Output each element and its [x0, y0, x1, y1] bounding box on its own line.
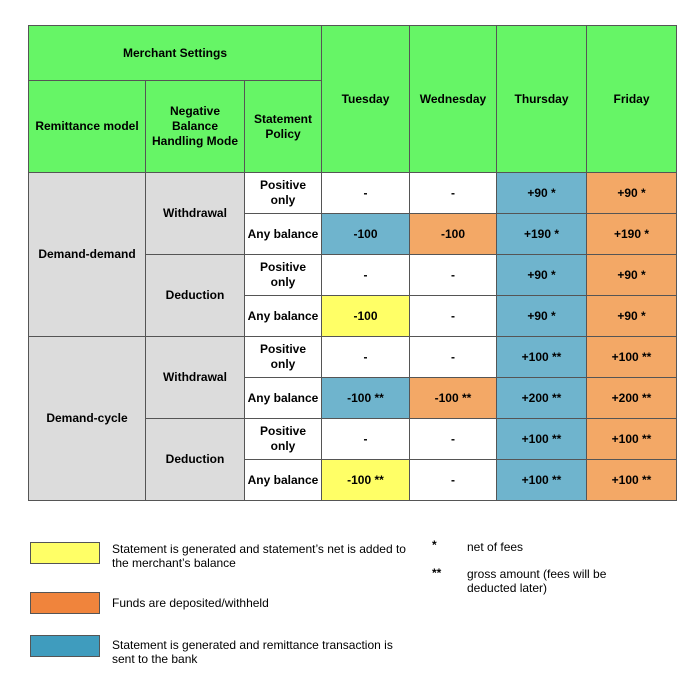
policy-cell: Any balance: [244, 213, 322, 255]
statement-policy-header: Statement Policy: [244, 80, 322, 173]
day-header-friday: Friday: [586, 25, 677, 173]
value-cell: +90 *: [586, 295, 677, 337]
policy-cell: Any balance: [244, 295, 322, 337]
value-cell: -: [409, 172, 497, 214]
remittance-model-cell: Demand-cycle: [28, 336, 146, 501]
policy-cell: Any balance: [244, 377, 322, 419]
value-cell: -100 **: [321, 459, 410, 501]
day-header-thursday: Thursday: [496, 25, 587, 173]
merchant-settings-table: Merchant Settings Tuesday Wednesday Thur…: [28, 25, 677, 501]
value-cell: -100: [321, 295, 410, 337]
value-cell: +100 **: [496, 418, 587, 460]
mode-cell: Deduction: [145, 254, 245, 337]
value-cell: -: [409, 254, 497, 296]
note-text: gross amount (fees will be deducted late…: [467, 567, 607, 595]
mode-cell: Deduction: [145, 418, 245, 501]
value-cell: -100: [409, 213, 497, 255]
note-text: net of fees: [467, 540, 524, 554]
merchant-settings-header: Merchant Settings: [28, 25, 322, 81]
value-cell: -: [321, 336, 410, 378]
value-cell: +100 **: [496, 459, 587, 501]
value-cell: +90 *: [496, 172, 587, 214]
legend-text: Statement is generated and remittance tr…: [112, 638, 393, 666]
value-cell: -: [321, 418, 410, 460]
value-cell: -: [409, 459, 497, 501]
note-mark: **: [432, 566, 442, 580]
legend-item-yellow: Statement is generated and statement’s n…: [30, 542, 406, 570]
value-cell: +190 *: [586, 213, 677, 255]
value-cell: +200 **: [496, 377, 587, 419]
value-cell: +200 **: [586, 377, 677, 419]
legend-text: Statement is generated and statement’s n…: [112, 542, 406, 570]
remittance-model-header: Remittance model: [28, 80, 146, 173]
mode-cell: Withdrawal: [145, 336, 245, 419]
value-cell: -: [321, 172, 410, 214]
policy-cell: Positive only: [244, 172, 322, 214]
negative-balance-header: Negative Balance Handling Mode: [145, 80, 245, 173]
legend-item-orange: Funds are deposited/withheld: [30, 592, 269, 614]
value-cell: +90 *: [586, 172, 677, 214]
value-cell: -: [409, 336, 497, 378]
value-cell: -: [321, 254, 410, 296]
value-cell: -: [409, 418, 497, 460]
legend-item-blue: Statement is generated and remittance tr…: [30, 635, 393, 666]
value-cell: -100 **: [321, 377, 410, 419]
remittance-model-cell: Demand-demand: [28, 172, 146, 337]
value-cell: +100 **: [496, 336, 587, 378]
value-cell: -100 **: [409, 377, 497, 419]
value-cell: +100 **: [586, 418, 677, 460]
policy-cell: Positive only: [244, 254, 322, 296]
legend-swatch-blue: [30, 635, 100, 657]
day-header-wednesday: Wednesday: [409, 25, 497, 173]
value-cell: +90 *: [496, 254, 587, 296]
note-mark: *: [432, 538, 437, 552]
value-cell: -: [409, 295, 497, 337]
mode-cell: Withdrawal: [145, 172, 245, 255]
day-header-tuesday: Tuesday: [321, 25, 410, 173]
legend-text: Funds are deposited/withheld: [112, 596, 269, 610]
legend-swatch-orange: [30, 592, 100, 614]
value-cell: -100: [321, 213, 410, 255]
value-cell: +90 *: [496, 295, 587, 337]
legend-swatch-yellow: [30, 542, 100, 564]
value-cell: +100 **: [586, 459, 677, 501]
policy-cell: Positive only: [244, 418, 322, 460]
value-cell: +90 *: [586, 254, 677, 296]
policy-cell: Any balance: [244, 459, 322, 501]
value-cell: +100 **: [586, 336, 677, 378]
value-cell: +190 *: [496, 213, 587, 255]
policy-cell: Positive only: [244, 336, 322, 378]
